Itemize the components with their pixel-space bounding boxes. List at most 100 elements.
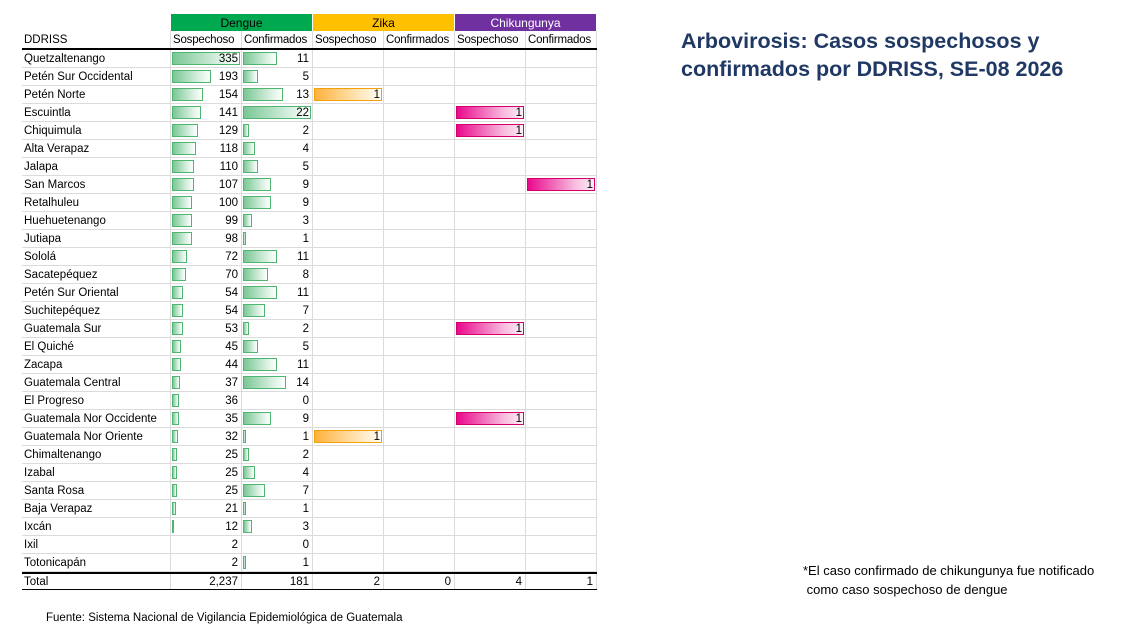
cell-value: 9 (302, 178, 309, 191)
value-cell (455, 230, 526, 247)
chikungunya-footnote: *El caso confirmado de chikungunya fue n… (803, 563, 1095, 597)
value-cell: 25 (171, 464, 242, 481)
cell-value: 11 (297, 52, 309, 65)
value-cell (384, 68, 455, 85)
cell-value: 5 (302, 160, 309, 173)
value-cell: 54 (171, 302, 242, 319)
value-cell (455, 248, 526, 265)
cell-value: 1 (515, 322, 522, 335)
region-name: Sacatepéquez (22, 266, 171, 283)
value-cell: 9 (242, 410, 313, 427)
total-value-cell: 1 (526, 574, 597, 589)
value-cell (455, 302, 526, 319)
dengue-data-bar (172, 214, 192, 227)
value-cell (313, 158, 384, 175)
value-cell (384, 140, 455, 157)
column-header-row: DDRISS Sospechoso Confirmados Sospechoso Co… (22, 31, 597, 50)
value-cell (526, 68, 597, 85)
cell-value: 3 (302, 214, 309, 227)
value-cell (526, 158, 597, 175)
table-row: Petén Sur Occidental 193 5 (22, 68, 597, 86)
table-row: Huehuetenango 99 3 (22, 212, 597, 230)
table-row: Quetzaltenango 335 11 (22, 50, 597, 68)
table-row: Zacapa 44 11 (22, 356, 597, 374)
value-cell: 21 (171, 500, 242, 517)
value-cell: 110 (171, 158, 242, 175)
value-cell (455, 446, 526, 463)
table-row: Petén Sur Oriental 54 11 (22, 284, 597, 302)
value-cell (455, 140, 526, 157)
value-cell (526, 374, 597, 391)
value-cell (384, 320, 455, 337)
value-cell: 25 (171, 482, 242, 499)
value-cell (455, 554, 526, 571)
table-row: El Quiché 45 5 (22, 338, 597, 356)
dengue-data-bar (172, 520, 174, 533)
value-cell: 12 (171, 518, 242, 535)
region-name: Petén Sur Oriental (22, 284, 171, 301)
cell-value: 37 (225, 376, 238, 389)
table-row: Guatemala Nor Occidente 35 9 1 (22, 410, 597, 428)
cell-value: 1 (302, 556, 309, 569)
value-cell: 3 (242, 212, 313, 229)
value-cell (526, 302, 597, 319)
value-cell (455, 374, 526, 391)
column-header-label: Confirmados (528, 33, 591, 46)
cell-value: 13 (296, 88, 309, 101)
region-name: Guatemala Sur (22, 320, 171, 337)
value-cell (526, 338, 597, 355)
cell-value: 54 (225, 286, 238, 299)
total-value: 0 (444, 575, 451, 588)
row-header-label: DDRISS (22, 31, 171, 48)
dengue-data-bar (172, 88, 203, 101)
value-cell: 72 (171, 248, 242, 265)
value-cell (455, 68, 526, 85)
cell-value: 4 (302, 466, 309, 479)
dengue-data-bar (243, 376, 286, 389)
column-header-label: Sospechoso (173, 33, 235, 46)
cell-value: 1 (586, 178, 593, 191)
value-cell (455, 212, 526, 229)
dengue-data-bar (172, 358, 181, 371)
value-cell (313, 122, 384, 139)
value-cell (313, 230, 384, 247)
value-cell: 0 (242, 392, 313, 409)
cell-value: 12 (225, 520, 238, 533)
dengue-data-bar (172, 196, 192, 209)
cell-value: 1 (302, 232, 309, 245)
value-cell (455, 176, 526, 193)
region-name: Petén Norte (22, 86, 171, 103)
value-cell: 7 (242, 302, 313, 319)
cell-value: 25 (225, 448, 238, 461)
value-cell: 154 (171, 86, 242, 103)
cell-value: 2 (302, 448, 309, 461)
source-line: Fuente: Sistema Nacional de Vigilancia E… (46, 612, 403, 624)
total-row: Total 2,237 181 2 0 4 1 (22, 572, 597, 590)
region-name: Zacapa (22, 356, 171, 373)
region-name: Suchitepéquez (22, 302, 171, 319)
value-cell: 3 (242, 518, 313, 535)
table-row: Escuintla 141 22 1 (22, 104, 597, 122)
total-value: 1 (586, 575, 593, 588)
value-cell: 2 (242, 122, 313, 139)
value-cell: 1 (242, 428, 313, 445)
value-cell (313, 320, 384, 337)
region-name: Guatemala Central (22, 374, 171, 391)
cell-value: 2 (302, 124, 309, 137)
total-value-cell: 0 (384, 574, 455, 589)
value-cell: 107 (171, 176, 242, 193)
value-cell: 36 (171, 392, 242, 409)
value-cell: 1 (242, 230, 313, 247)
zika-band: Zika (313, 14, 455, 31)
cell-value: 335 (218, 52, 238, 65)
value-cell (526, 86, 597, 103)
column-header-label: Sospechoso (457, 33, 519, 46)
value-cell (384, 194, 455, 211)
dengue-data-bar (172, 466, 177, 479)
value-cell (384, 50, 455, 67)
value-cell (313, 518, 384, 535)
region-name: Santa Rosa (22, 482, 171, 499)
value-cell (526, 194, 597, 211)
dengue-data-bar (172, 286, 183, 299)
value-cell (313, 284, 384, 301)
